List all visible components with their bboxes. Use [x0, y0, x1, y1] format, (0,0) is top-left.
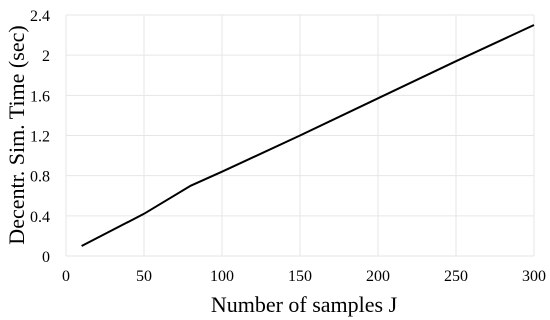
- plot-area: [81, 24, 535, 247]
- y-axis-title: Decentr. Sim. Time (sec): [4, 25, 29, 244]
- y-tick-label: 0.8: [30, 169, 50, 186]
- x-tick-label: 300: [522, 268, 546, 285]
- y-tick-label: 0: [42, 249, 50, 266]
- x-tick-label: 200: [366, 268, 390, 285]
- x-tick-label: 100: [210, 268, 234, 285]
- x-tick-label: 50: [136, 268, 152, 285]
- y-tick-label: 0.4: [30, 209, 50, 226]
- x-tick-label: 0: [62, 268, 70, 285]
- y-tick-label: 1.2: [30, 129, 50, 146]
- y-tick-label: 2: [42, 48, 50, 65]
- x-axis-title: Number of samples J: [211, 292, 398, 317]
- grid: [65, 14, 535, 257]
- y-tick-label: 2.4: [30, 8, 50, 25]
- y-tick-label: 1.6: [30, 88, 50, 105]
- x-tick-label: 150: [288, 268, 312, 285]
- series-line: [81, 24, 535, 247]
- y-axis-ticks: 0 0.4 0.8 1.2 1.6 2 2.4: [30, 8, 50, 266]
- x-axis-ticks: 0 50 100 150 200 250 300: [62, 268, 546, 285]
- x-tick-label: 250: [444, 268, 468, 285]
